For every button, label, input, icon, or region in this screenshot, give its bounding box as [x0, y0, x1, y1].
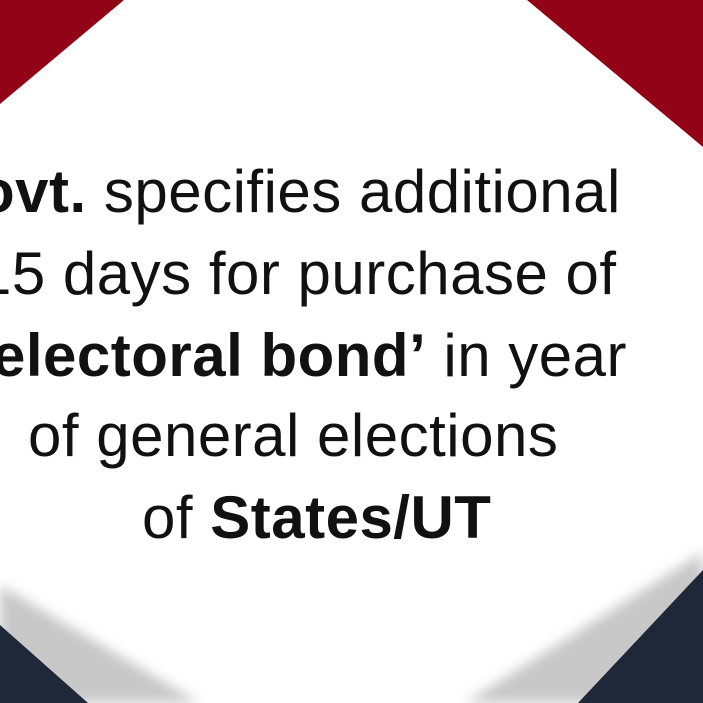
top-right-red-triangle: [527, 0, 703, 147]
top-left-red-triangle: [0, 0, 124, 104]
headline-bold-states-ut: States/UT: [210, 484, 492, 551]
headline-bold-electoral-bond: electoral bond’: [0, 322, 427, 389]
headline-text: of: [142, 484, 211, 551]
bottom-left-navy-triangle: [0, 625, 88, 703]
headline-text: specifies additional: [86, 158, 621, 225]
headline-bold-govt: ovt.: [0, 158, 87, 225]
headline-text: of general elections: [28, 402, 559, 469]
bottom-right-navy-triangle: [578, 570, 703, 703]
headline-line-4: of general elections: [28, 406, 558, 466]
headline-line-1: ovt. specifies additional: [0, 162, 621, 222]
headline-line-2: 15 days for purchase of: [0, 244, 617, 304]
headline-line-3: electoral bond’ in year: [0, 326, 627, 386]
headline-text: 15 days for purchase of: [0, 240, 617, 307]
headline-text: in year: [426, 322, 628, 389]
headline-line-5: of States/UT: [142, 488, 491, 548]
